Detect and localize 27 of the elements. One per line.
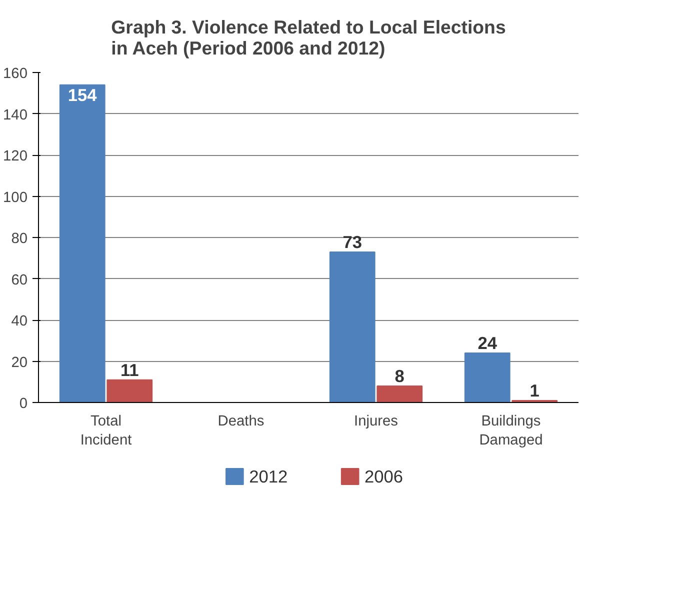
x-tick-label: Buildings Damaged — [479, 414, 543, 449]
x-tick-label: Deaths — [218, 414, 264, 430]
bar — [329, 251, 376, 402]
data-label: 11 — [120, 360, 140, 380]
bar — [106, 379, 153, 402]
legend-label: 2012 — [249, 466, 288, 486]
y-tick-label: 100 — [3, 190, 28, 206]
y-tick-label: 140 — [3, 107, 28, 124]
x-tick-label: Injures — [354, 414, 398, 430]
data-label: 24 — [478, 333, 498, 353]
data-label: 154 — [68, 84, 98, 105]
legend-label: 2006 — [364, 466, 404, 486]
y-tick-label: 20 — [11, 354, 28, 371]
data-label: 8 — [394, 366, 405, 386]
y-tick-label: 0 — [19, 396, 28, 412]
y-tick-label: 60 — [11, 272, 28, 288]
bar — [464, 352, 510, 402]
data-label: 1 — [530, 380, 540, 400]
y-tick-label: 40 — [11, 314, 28, 330]
chart-title: Graph 3. Violence Related to Local Elections in Aceh (Period 2006 and 2012) — [111, 16, 506, 58]
x-tick-label: Total Incident — [80, 414, 132, 449]
bar — [376, 386, 423, 402]
bar — [59, 84, 106, 402]
data-label: 73 — [342, 232, 362, 252]
y-tick-label: 120 — [3, 148, 28, 164]
y-tick-label: 160 — [3, 66, 28, 82]
y-tick-label: 80 — [11, 231, 28, 247]
